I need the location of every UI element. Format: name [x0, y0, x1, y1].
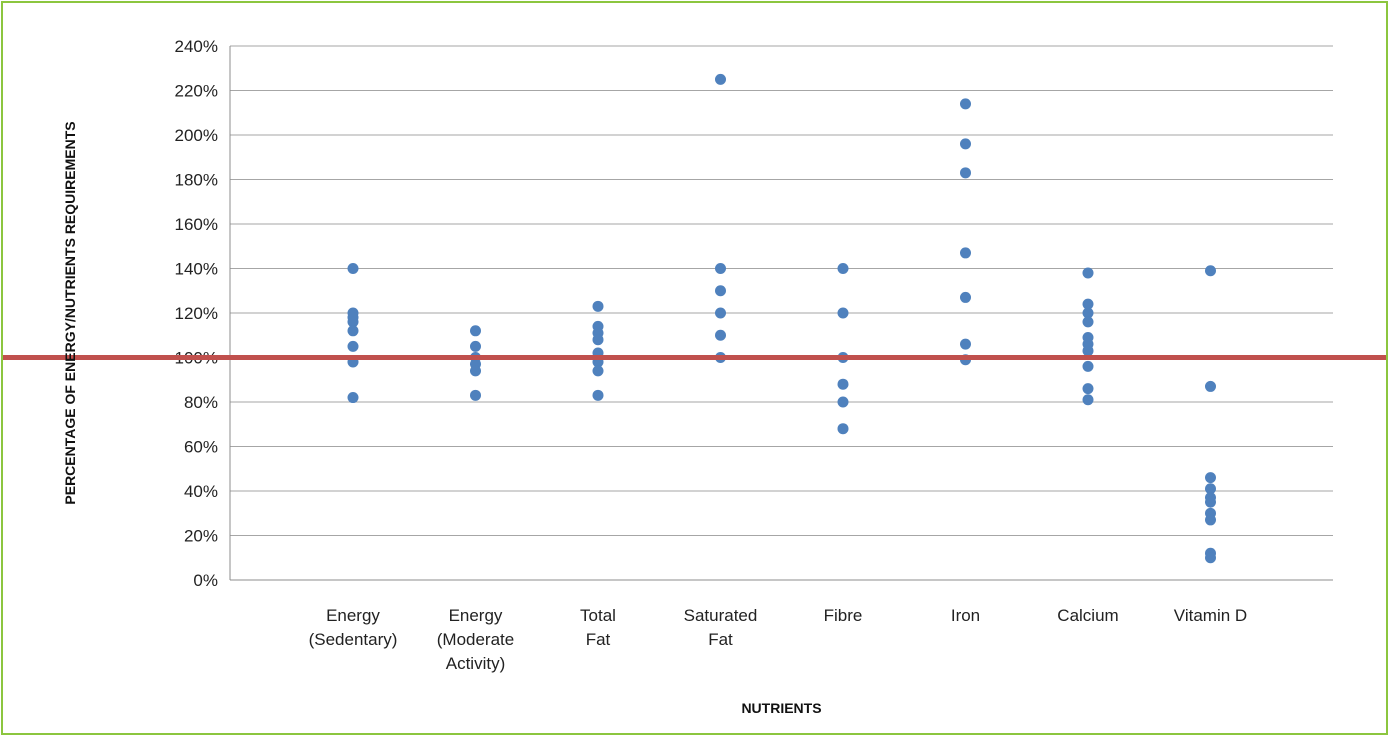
- data-point: [470, 340, 481, 352]
- data-point: [837, 263, 849, 274]
- data-point: [1082, 267, 1094, 279]
- x-category-label: Total Fat: [580, 606, 616, 649]
- x-category-label-line: (Sedentary): [309, 630, 398, 649]
- y-tick-label: 160%: [175, 215, 218, 234]
- data-point: [470, 389, 481, 401]
- y-tick-label: 220%: [175, 82, 218, 101]
- x-category-label-line: Fat: [586, 630, 611, 649]
- data-point: [715, 307, 726, 319]
- gridlines: [229, 45, 1333, 581]
- x-category-label-line: Vitamin D: [1174, 606, 1247, 625]
- data-point: [1082, 298, 1094, 310]
- x-axis-title: NUTRIENTS: [741, 700, 821, 716]
- data-point: [1082, 307, 1094, 319]
- data-point: [960, 247, 971, 259]
- data-point: [960, 291, 971, 303]
- x-category-label-line: Fat: [708, 630, 733, 649]
- data-point: [592, 389, 604, 401]
- data-point: [837, 378, 849, 390]
- x-category-label-line: Total: [580, 606, 616, 625]
- x-category-label: Iron: [951, 606, 980, 625]
- data-point: [1205, 380, 1216, 392]
- x-category-label-line: Energy: [449, 606, 503, 625]
- data-point: [1205, 265, 1216, 277]
- x-category-label-line: Calcium: [1057, 606, 1118, 625]
- data-point: [715, 285, 726, 297]
- data-point: [837, 423, 849, 435]
- y-tick-label: 200%: [175, 126, 218, 145]
- x-category-label-line: Iron: [951, 606, 980, 625]
- data-point: [347, 316, 359, 328]
- data-point: [715, 263, 726, 274]
- y-tick-label: 0%: [193, 571, 218, 590]
- data-point: [960, 338, 971, 350]
- data-point: [1082, 394, 1094, 406]
- data-point: [347, 392, 359, 404]
- x-category-label: Energy (Sedentary): [309, 606, 398, 649]
- data-point: [1082, 360, 1094, 372]
- x-category-label: Fibre: [824, 606, 863, 625]
- data-point: [592, 334, 604, 346]
- data-point: [837, 396, 849, 408]
- data-points: [347, 73, 1216, 564]
- x-category-label: Calcium: [1057, 606, 1118, 625]
- data-point: [592, 300, 604, 312]
- x-category-label-line: Saturated: [684, 606, 758, 625]
- x-axis-categories: Energy (Sedentary) Energy (Moderate Activity…: [309, 606, 1248, 673]
- data-point: [715, 329, 726, 341]
- data-point: [960, 167, 971, 179]
- y-tick-label: 60%: [184, 438, 218, 457]
- x-category-label: Saturated Fat: [684, 606, 758, 649]
- x-category-label: Vitamin D: [1174, 606, 1247, 625]
- data-point: [837, 307, 849, 319]
- x-category-label: Energy (Moderate Activity): [437, 606, 514, 673]
- data-point: [1082, 316, 1094, 328]
- data-point: [960, 98, 971, 110]
- y-tick-label: 120%: [175, 304, 218, 323]
- data-point: [1205, 514, 1216, 526]
- data-point: [1082, 345, 1094, 357]
- x-category-label-line: Activity): [446, 654, 506, 673]
- data-point: [592, 365, 604, 377]
- y-tick-label: 140%: [175, 260, 218, 279]
- data-point: [1205, 552, 1216, 564]
- data-point: [347, 325, 359, 337]
- data-point: [470, 325, 481, 337]
- data-point: [347, 340, 359, 352]
- data-point: [1205, 472, 1216, 484]
- y-tick-label: 40%: [184, 482, 218, 501]
- data-point: [715, 73, 726, 85]
- data-point: [347, 263, 359, 274]
- y-tick-label: 80%: [184, 393, 218, 412]
- y-tick-label: 20%: [184, 527, 218, 546]
- data-point: [470, 365, 481, 377]
- data-point: [1082, 383, 1094, 395]
- x-category-label-line: (Moderate: [437, 630, 514, 649]
- data-point: [1205, 483, 1216, 495]
- x-category-label-line: Energy: [326, 606, 380, 625]
- data-point: [960, 138, 971, 150]
- y-axis-ticks: 0%20%40%60%80%100%120%140%160%180%200%22…: [175, 37, 218, 590]
- y-tick-label: 240%: [175, 37, 218, 56]
- y-tick-label: 180%: [175, 171, 218, 190]
- y-axis-title: PERCENTAGE OF ENERGY/NUTRIENTS REQUIREME…: [62, 121, 78, 504]
- x-category-label-line: Fibre: [824, 606, 863, 625]
- data-point: [1205, 496, 1216, 508]
